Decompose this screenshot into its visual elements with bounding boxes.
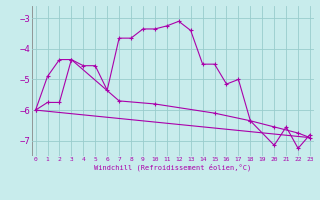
- X-axis label: Windchill (Refroidissement éolien,°C): Windchill (Refroidissement éolien,°C): [94, 163, 252, 171]
